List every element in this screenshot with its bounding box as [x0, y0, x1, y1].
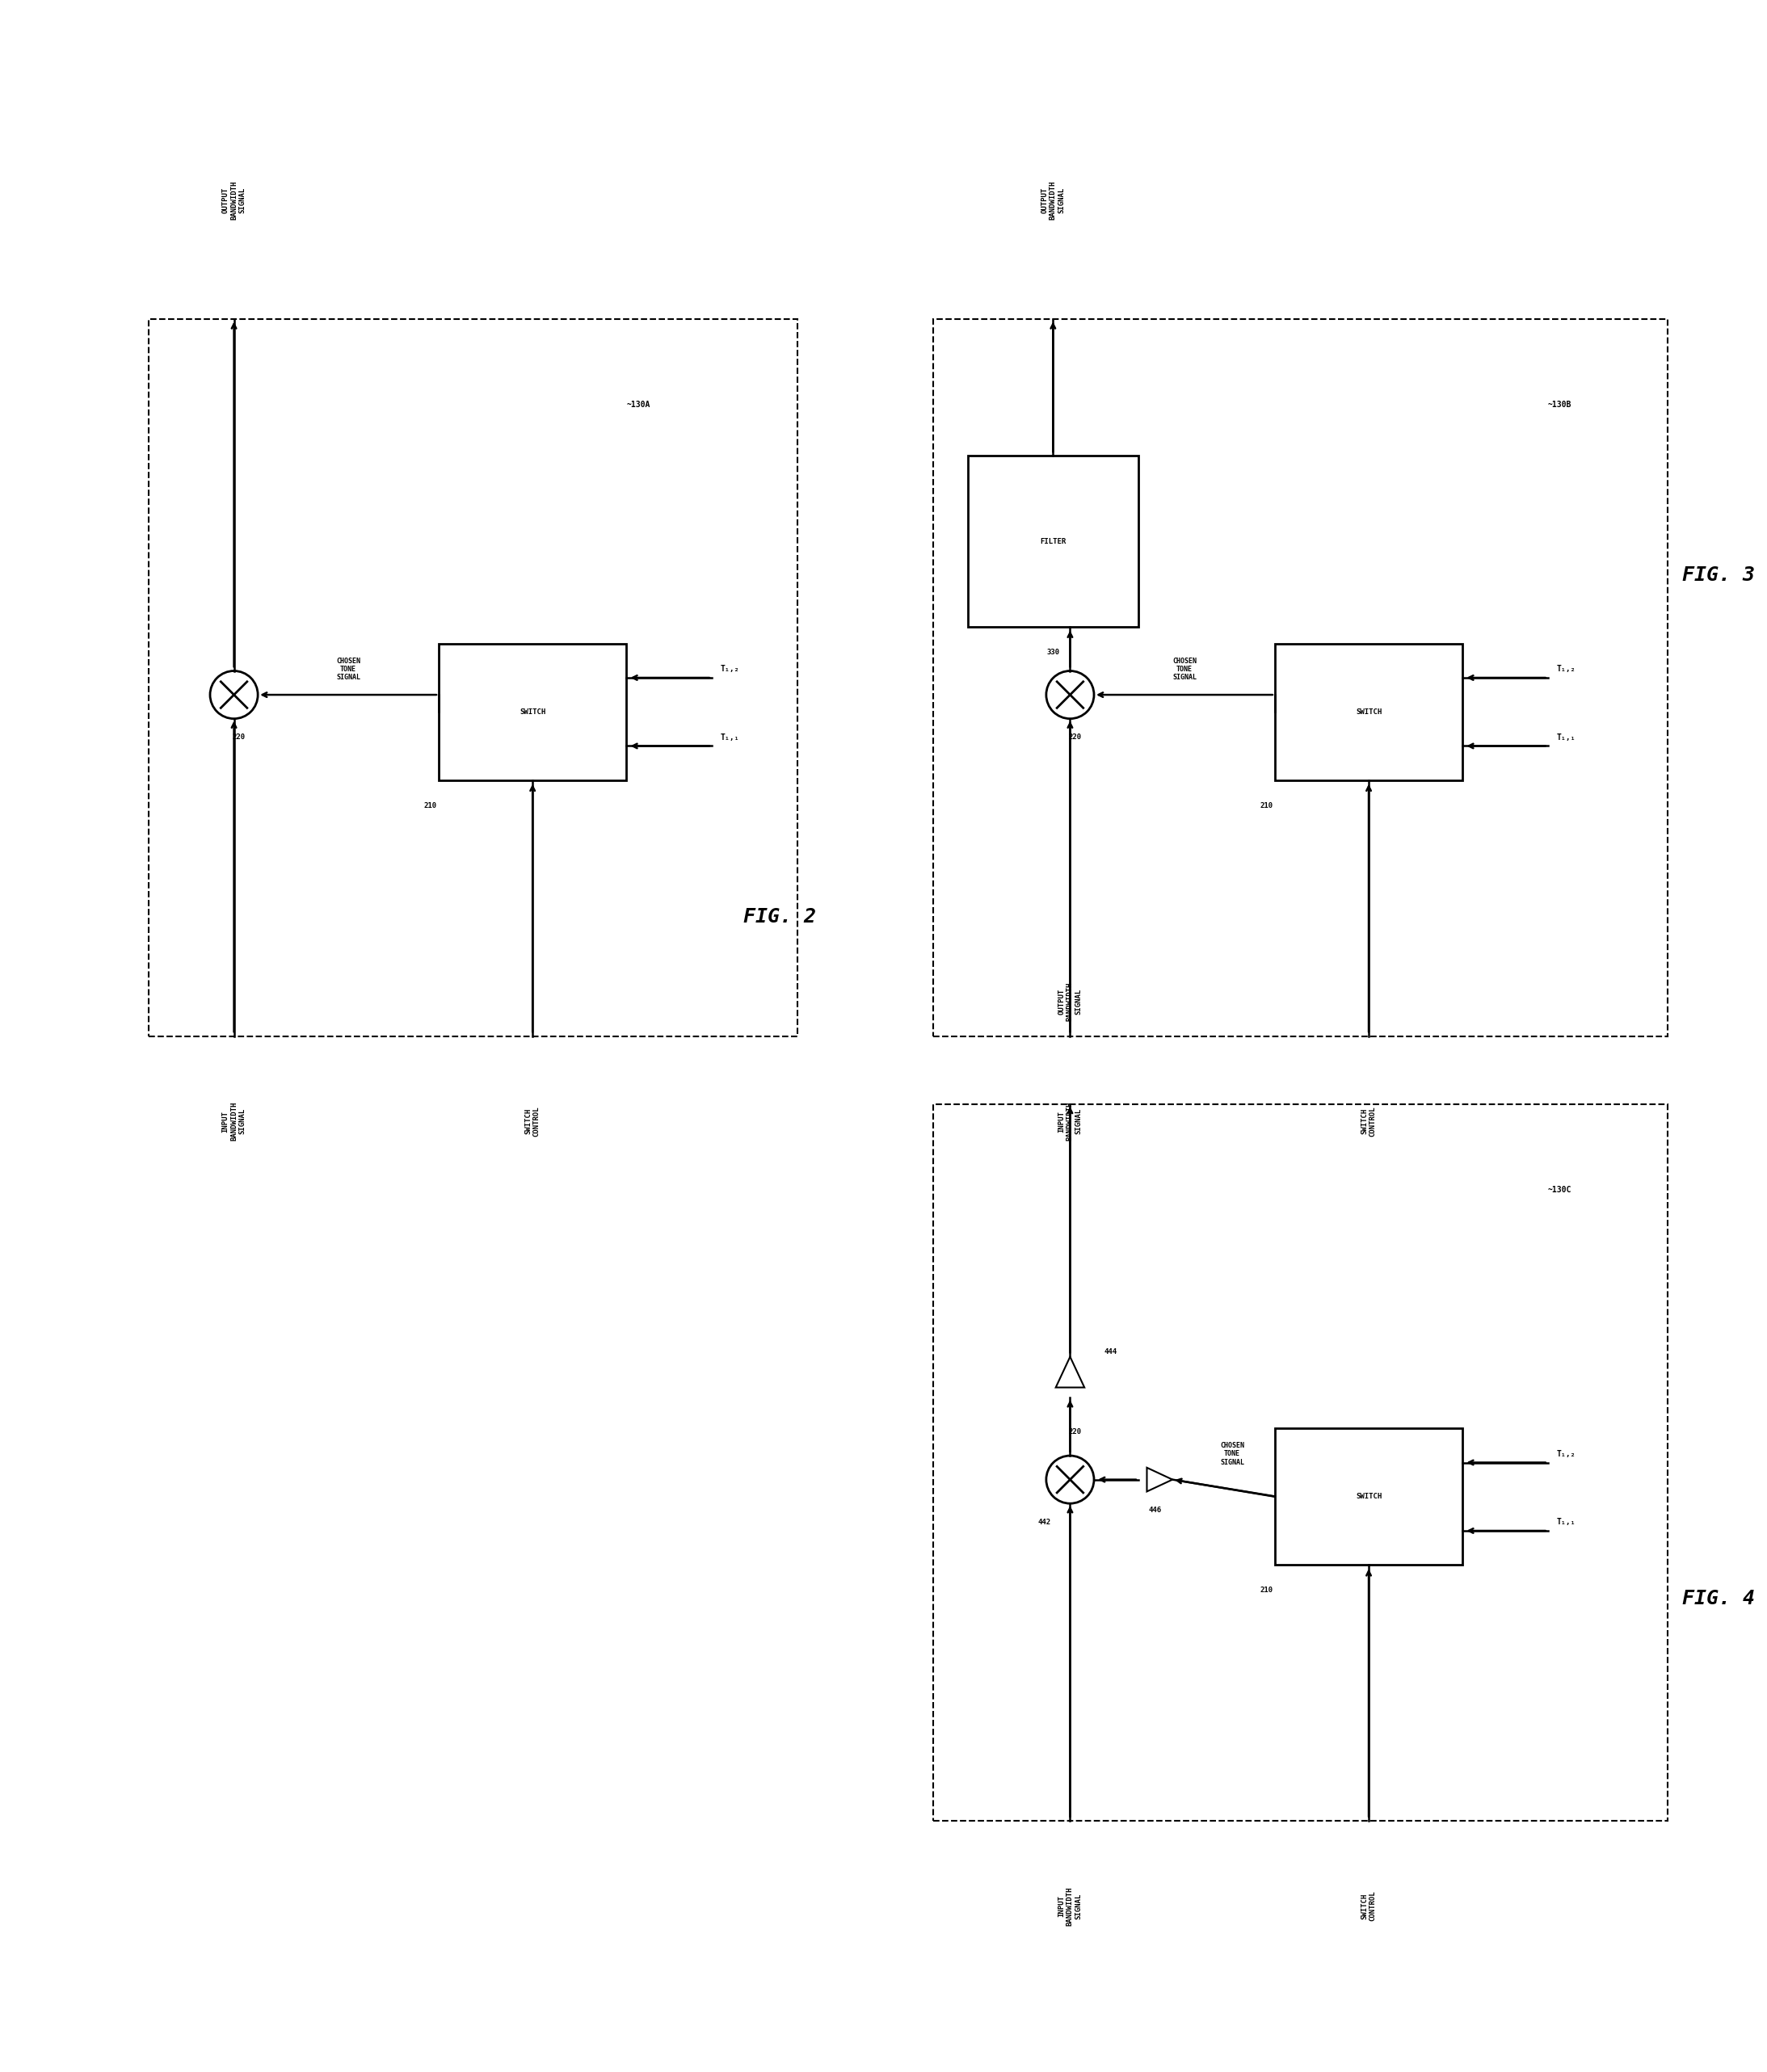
Bar: [933, 1104, 1668, 1821]
Text: T₁,₁: T₁,₁: [721, 733, 739, 742]
Text: SWITCH: SWITCH: [1355, 1494, 1382, 1500]
Text: T₁,₁: T₁,₁: [1557, 1519, 1576, 1527]
Text: INPUT
BANDWIDTH
SIGNAL: INPUT BANDWIDTH SIGNAL: [1058, 1102, 1081, 1142]
Text: OUTPUT
BANDWIDTH
SIGNAL: OUTPUT BANDWIDTH SIGNAL: [1058, 982, 1081, 1021]
Text: 220: 220: [233, 733, 246, 742]
Bar: [1274, 1428, 1463, 1564]
Text: INPUT
BANDWIDTH
SIGNAL: INPUT BANDWIDTH SIGNAL: [223, 1102, 246, 1142]
Text: 210: 210: [1260, 1587, 1272, 1593]
Bar: [933, 319, 1668, 1036]
Text: CHOSEN
TONE
SIGNAL: CHOSEN TONE SIGNAL: [336, 657, 360, 682]
Text: CHOSEN
TONE
SIGNAL: CHOSEN TONE SIGNAL: [1172, 657, 1196, 682]
Text: T₁,₂: T₁,₂: [1557, 665, 1576, 673]
Bar: [968, 456, 1138, 626]
Text: INPUT
BANDWIDTH
SIGNAL: INPUT BANDWIDTH SIGNAL: [1058, 1888, 1081, 1925]
Bar: [148, 319, 797, 1036]
Text: 220: 220: [1069, 1428, 1081, 1436]
Text: T₁,₁: T₁,₁: [1557, 733, 1576, 742]
Text: T₁,₂: T₁,₂: [721, 665, 739, 673]
Text: 330: 330: [1046, 649, 1060, 655]
Text: SWITCH: SWITCH: [1355, 709, 1382, 715]
Text: FIG. 3: FIG. 3: [1682, 566, 1755, 584]
Text: FIG. 4: FIG. 4: [1682, 1589, 1755, 1608]
Text: 210: 210: [1260, 802, 1272, 810]
Bar: [438, 644, 627, 779]
Text: T₁,₂: T₁,₂: [1557, 1450, 1576, 1459]
Text: OUTPUT
BANDWIDTH
SIGNAL: OUTPUT BANDWIDTH SIGNAL: [223, 180, 246, 220]
Text: ~130B: ~130B: [1548, 400, 1571, 408]
Text: 444: 444: [1104, 1349, 1117, 1355]
Bar: [1274, 644, 1463, 779]
Circle shape: [210, 671, 258, 719]
Text: SWITCH
CONTROL: SWITCH CONTROL: [1361, 1106, 1376, 1138]
Circle shape: [1046, 671, 1094, 719]
Text: 442: 442: [1037, 1519, 1051, 1525]
Text: 446: 446: [1149, 1506, 1163, 1515]
Text: FIG. 2: FIG. 2: [744, 908, 816, 926]
Text: SWITCH
CONTROL: SWITCH CONTROL: [525, 1106, 541, 1138]
Text: 210: 210: [424, 802, 436, 810]
Text: SWITCH
CONTROL: SWITCH CONTROL: [1361, 1892, 1376, 1921]
Text: FILTER: FILTER: [1041, 537, 1066, 545]
Text: SWITCH: SWITCH: [519, 709, 546, 715]
Text: ~130A: ~130A: [627, 400, 650, 408]
Text: ~130C: ~130C: [1548, 1185, 1571, 1193]
Circle shape: [1046, 1457, 1094, 1504]
Text: CHOSEN
TONE
SIGNAL: CHOSEN TONE SIGNAL: [1219, 1442, 1244, 1467]
Text: OUTPUT
BANDWIDTH
SIGNAL: OUTPUT BANDWIDTH SIGNAL: [1041, 180, 1066, 220]
Text: 220: 220: [1069, 733, 1081, 742]
